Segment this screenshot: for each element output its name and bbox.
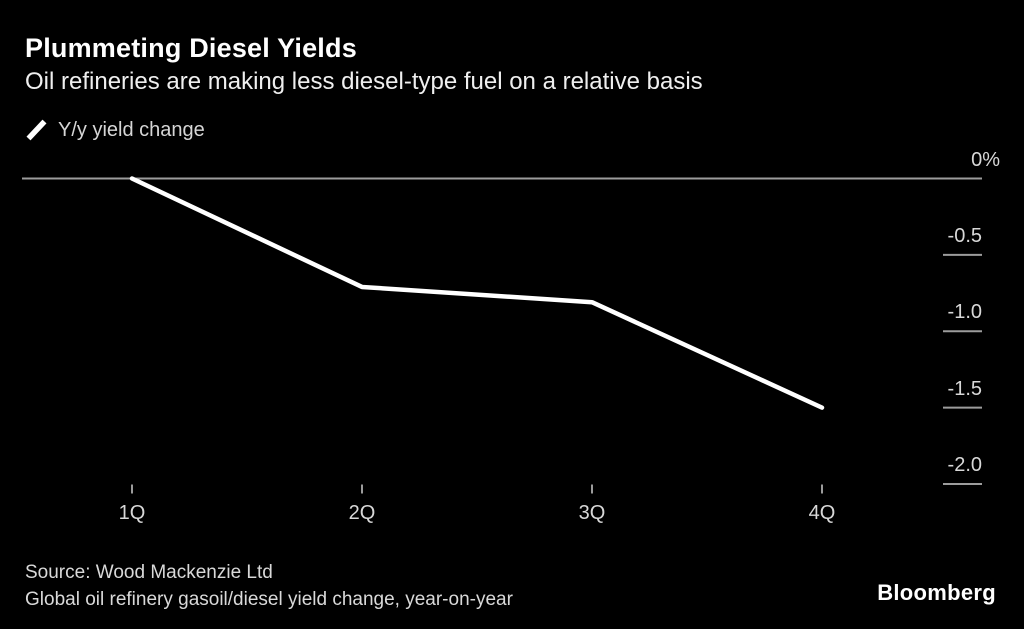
description-note: Global oil refinery gasoil/diesel yield … bbox=[25, 589, 513, 610]
y-axis-tick-label: -1.5 bbox=[947, 377, 982, 400]
chart-subtitle: Oil refineries are making less diesel-ty… bbox=[25, 68, 703, 95]
x-axis-tick-label: 2Q bbox=[348, 502, 376, 524]
x-axis-tick-label: 3Q bbox=[578, 502, 606, 524]
legend-label: Y/y yield change bbox=[58, 118, 205, 141]
chart-title: Plummeting Diesel Yields bbox=[25, 33, 357, 63]
bloomberg-logo: Bloomberg bbox=[877, 580, 996, 605]
legend: Y/y yield change bbox=[25, 118, 205, 142]
x-axis-tick-label: 1Q bbox=[118, 502, 146, 524]
x-axis-tick-label: 4Q bbox=[808, 502, 836, 524]
series-line bbox=[129, 176, 825, 410]
y-axis-tick-label: -2.0 bbox=[947, 454, 982, 476]
source-note: Source: Wood Mackenzie Ltd bbox=[25, 562, 273, 583]
y-axis-tick-label: 0% bbox=[971, 148, 1000, 171]
y-axis-tick-label: -0.5 bbox=[947, 224, 982, 247]
line-series-swatch-icon bbox=[26, 119, 47, 141]
y-axis-tick-label: -1.0 bbox=[947, 301, 982, 324]
